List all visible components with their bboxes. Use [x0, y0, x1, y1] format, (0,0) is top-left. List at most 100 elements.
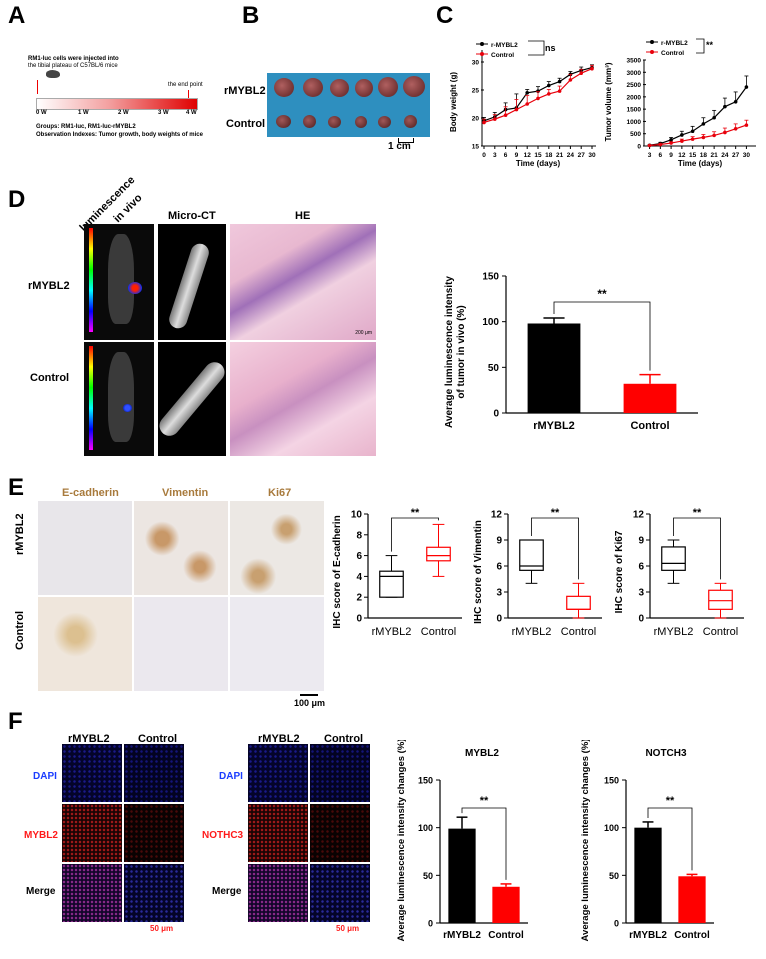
sig-label: ** [706, 40, 714, 50]
tumor-specimen [378, 116, 391, 128]
if-image-dapi [62, 744, 122, 802]
scale-bar [300, 694, 318, 696]
bw-y-label: Body weight (g) [449, 72, 458, 132]
bar [623, 383, 677, 413]
tumor-specimen [378, 77, 398, 97]
category-label: rMYBL2 [629, 930, 667, 941]
if-image-notch3 [248, 804, 308, 862]
data-point [690, 137, 695, 141]
panel-f-right-row-dapi: DAPI [219, 771, 243, 782]
panel-d-bar-chart: 0 50 100 150 rMYBL2 Control ** Average lumines… [444, 272, 698, 432]
he-image-control [230, 342, 376, 456]
data-point [590, 66, 594, 71]
x-tick-label: 12 [678, 152, 686, 159]
bone-render [166, 241, 212, 331]
y-tick-label: 12 [633, 510, 645, 521]
week-label: 1 W [78, 110, 89, 116]
data-point [525, 91, 529, 95]
panel-a-title-line1: RM1-luc cells were injected into [28, 56, 119, 62]
y-tick-label: 3500 [627, 58, 642, 65]
box [426, 546, 451, 562]
luminescence-signal [128, 282, 142, 294]
y-tick-label: 0 [496, 614, 502, 625]
y-tick-label: 2500 [627, 82, 642, 89]
x-tick-label: 0 [482, 152, 486, 159]
panel-a-title-line2: the tibial plateau of C57BL/6 mice [28, 63, 118, 69]
ihc-image [38, 501, 132, 595]
bar [634, 827, 662, 923]
x-tick-label: 27 [578, 152, 586, 159]
sig-label: ** [693, 507, 702, 519]
legend-marker [480, 42, 484, 46]
panel-f-left-col1: rMYBL2 [68, 733, 110, 745]
panel-a-groups: Groups: RM1-luc, RM1-luc-rMYBL2 [36, 124, 136, 130]
panel-a-title: RM1-luc cells were injected into the tib… [28, 56, 119, 70]
y-tick-label: 20 [472, 116, 480, 123]
sig-bracket [696, 38, 705, 54]
he-image-rmybl2: 200 μm [230, 224, 376, 340]
y-tick-label: 50 [609, 871, 619, 881]
scale-bar [398, 138, 414, 143]
x-tick-label: 18 [545, 152, 553, 159]
sig-label: ** [411, 507, 420, 519]
y-tick-label: 6 [356, 551, 362, 562]
panel-label-f: F [8, 708, 23, 735]
sig-bracket [553, 301, 651, 371]
panel-e-stain-ecadherin: E-cadherin [62, 487, 119, 499]
sig-label: ns [545, 43, 556, 53]
tumor-specimen [274, 78, 294, 97]
y-tick-label: 25 [472, 88, 480, 95]
box [379, 570, 404, 598]
y-tick-label: 2000 [627, 94, 642, 101]
panel-e-row-rmybl2: rMYBL2 [14, 513, 26, 555]
x-tick-label: 24 [567, 152, 575, 159]
microct-image-rmybl2 [158, 224, 226, 340]
panel-e-stain-ki67: Ki67 [268, 487, 292, 499]
luminescence-signal [123, 404, 132, 412]
y-tick-label: 10 [351, 510, 363, 521]
x-tick-label: 15 [534, 152, 542, 159]
tv-y-label: Tumor volume (mm³) [604, 62, 613, 141]
data-point [701, 122, 706, 126]
panel-f-left-col2: Control [138, 733, 178, 745]
data-point [680, 139, 684, 143]
data-point [680, 133, 684, 137]
x-tick-label: 3 [493, 152, 497, 159]
bar [527, 323, 581, 413]
y-tick-label: 3 [496, 588, 502, 599]
data-point [658, 142, 663, 147]
e-y-label: IHC score of Vimentin [473, 520, 484, 624]
panel-label-a: A [8, 2, 26, 29]
y-tick-label: 3 [638, 588, 644, 599]
y-tick-label: 0 [493, 409, 499, 420]
tv-x-label: Time (days) [678, 159, 723, 168]
end-point-arrow [188, 90, 189, 98]
sig-bracket [391, 517, 439, 552]
sig-bracket [673, 517, 721, 580]
category-label: Control [630, 420, 669, 432]
legend-label: r-MYBL2 [661, 40, 688, 47]
box [519, 539, 544, 571]
invivo-image-rmybl2 [84, 224, 154, 340]
x-tick-label: 30 [588, 152, 596, 159]
sig-label: ** [597, 287, 607, 301]
data-point [744, 123, 749, 127]
x-tick-label: 9 [515, 152, 519, 159]
x-tick-label: 6 [659, 152, 663, 159]
panel-f-right-row-nothc3: NOTHC3 [202, 830, 244, 841]
series-line [649, 86, 747, 146]
y-tick-label: 100 [604, 823, 619, 833]
category-label: Control [488, 930, 524, 941]
if-image-merge [124, 864, 184, 922]
category-label: Control [703, 626, 738, 638]
y-tick-label: 6 [638, 562, 644, 573]
tumor-specimen [403, 76, 425, 97]
data-point [525, 102, 529, 106]
panel-label-d: D [8, 186, 26, 213]
y-tick-label: 0 [638, 614, 644, 625]
tumor-specimen [303, 78, 323, 97]
mouse-icon [46, 70, 60, 78]
panel-d-row-rmybl2: rMYBL2 [28, 280, 70, 292]
legend-marker [650, 40, 654, 44]
